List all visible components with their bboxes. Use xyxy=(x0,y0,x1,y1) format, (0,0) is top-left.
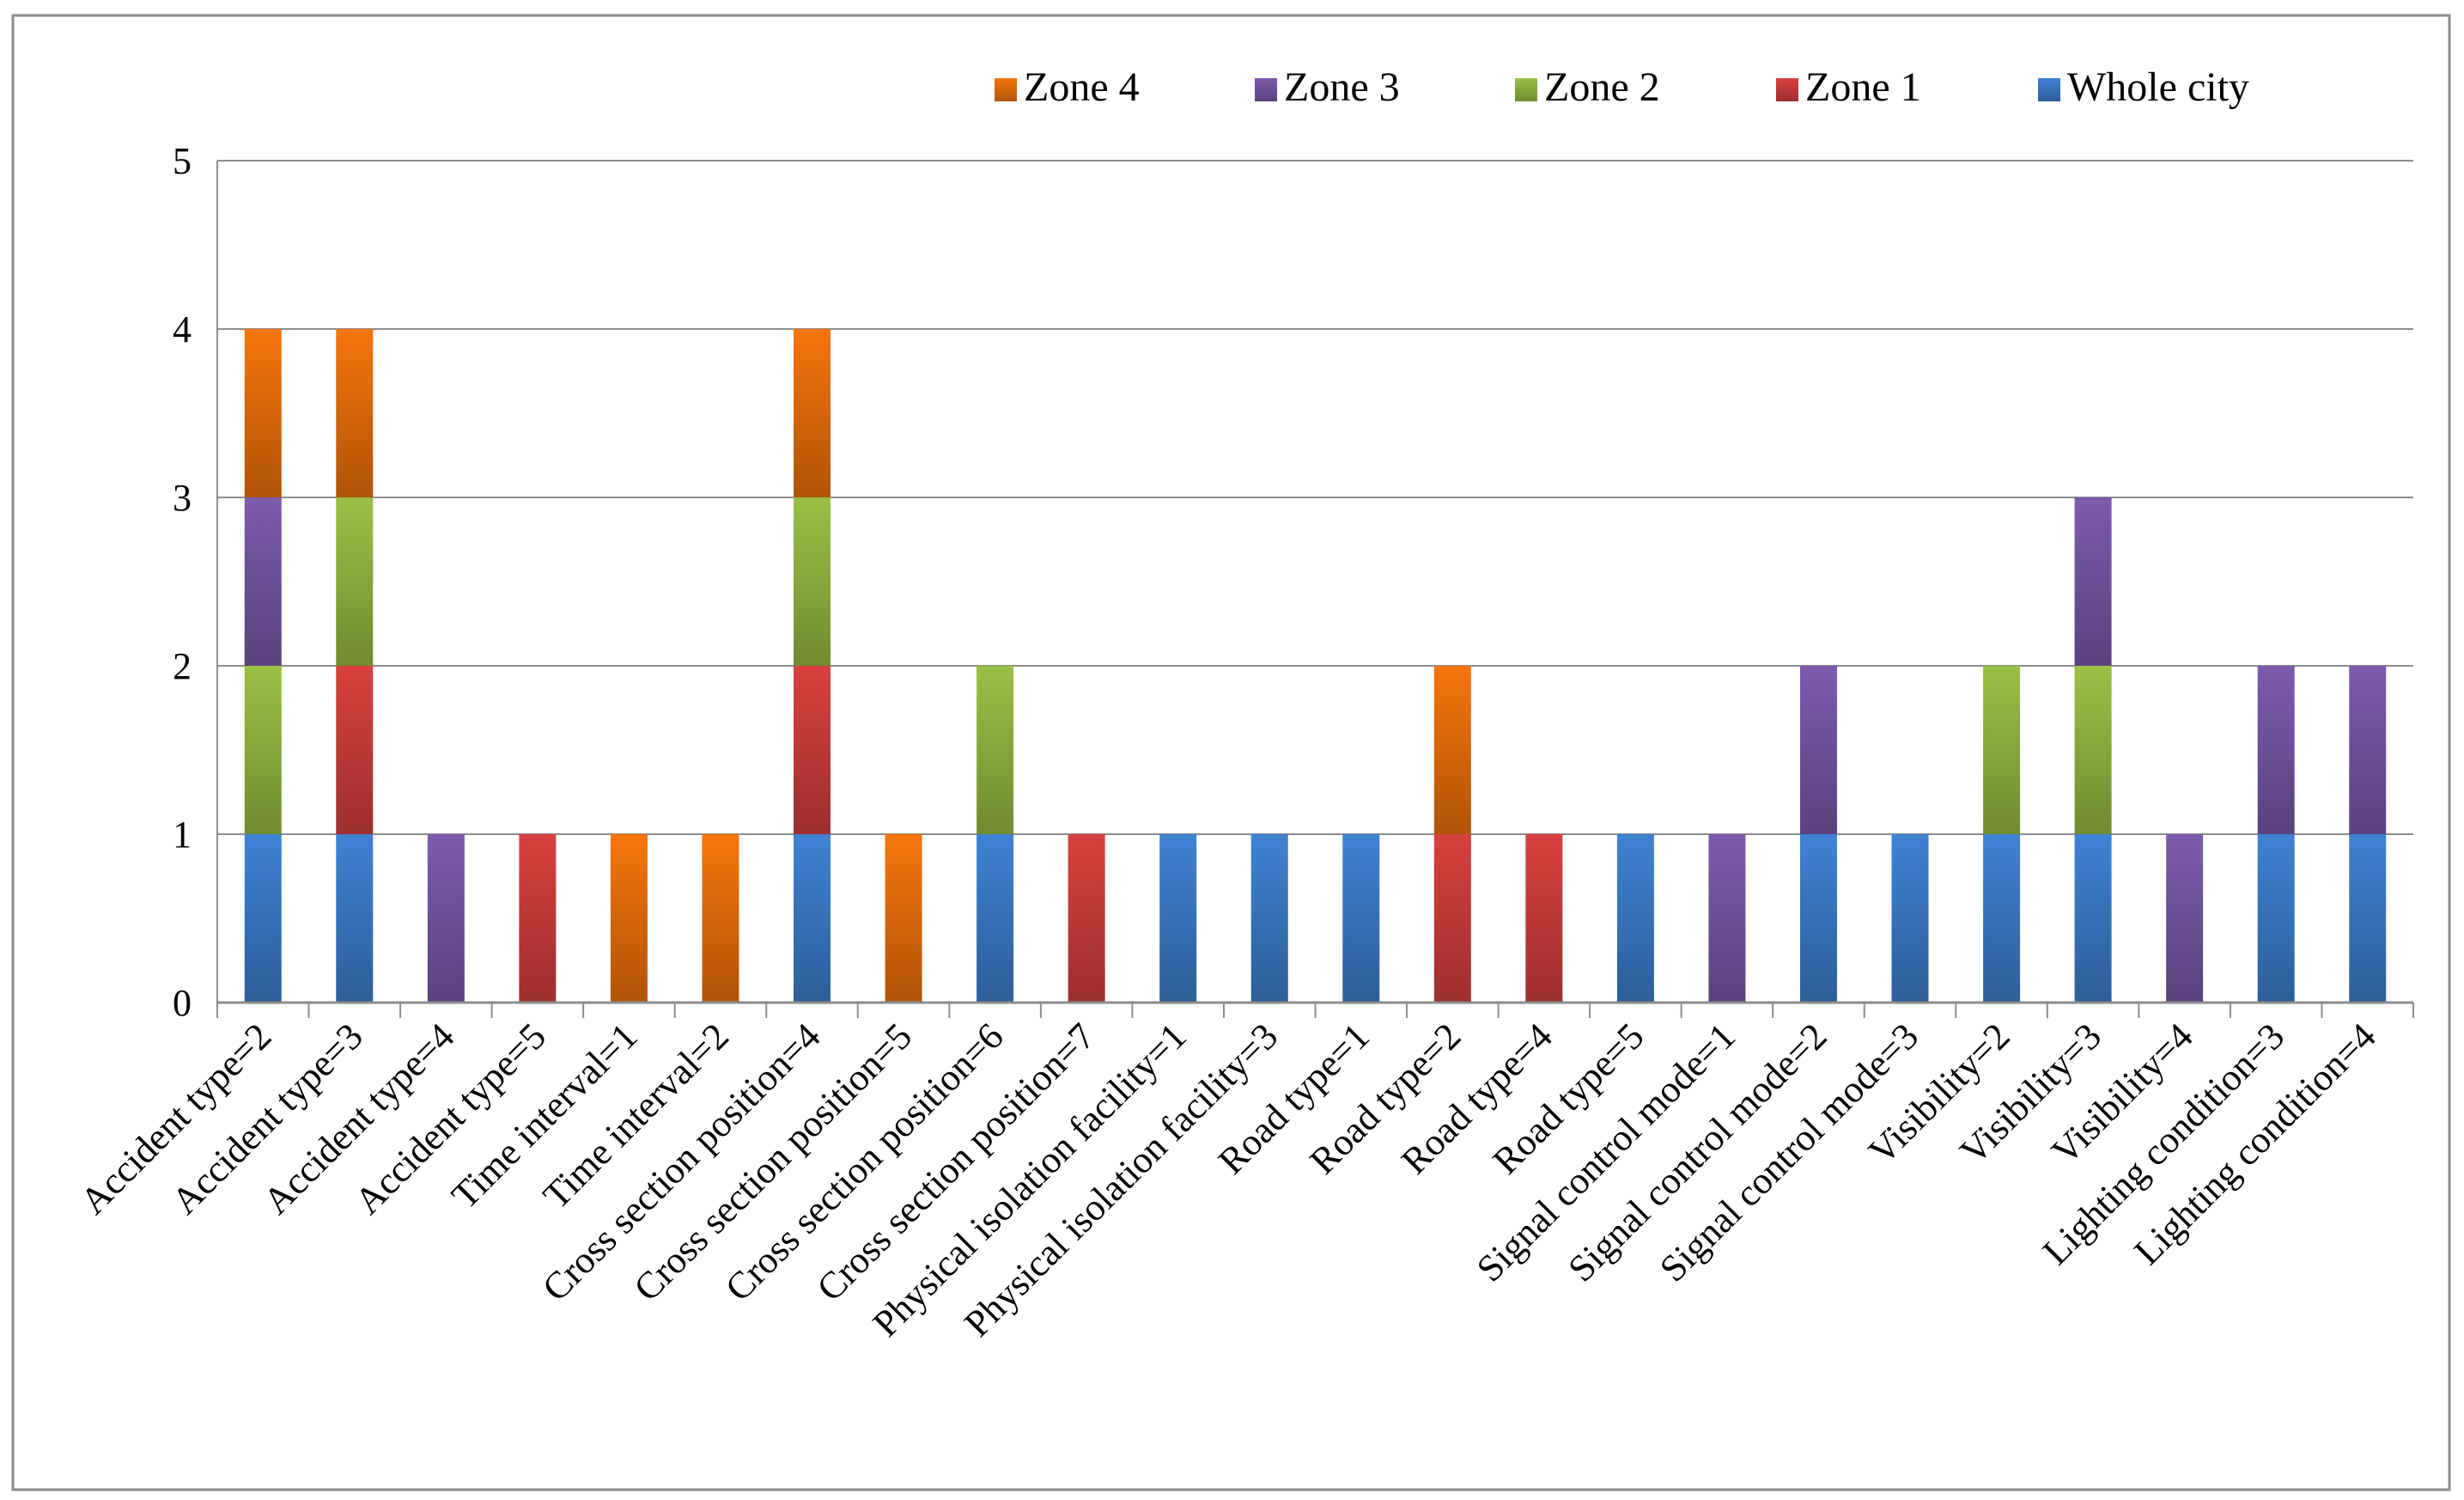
legend-swatch xyxy=(1255,78,1277,101)
bar-segment-whole-city xyxy=(2349,834,2387,1003)
bars xyxy=(244,329,2387,1003)
bar-segment-zone-4 xyxy=(885,834,922,1003)
bar-segment-zone-3 xyxy=(2166,834,2204,1003)
bar-segment-zone-3 xyxy=(1799,666,1837,834)
y-tick-label: 2 xyxy=(173,645,192,687)
legend-item-zone-2: Zone 2 xyxy=(1515,64,1660,110)
bar-segment-zone-3 xyxy=(2074,497,2112,666)
y-tick-label: 4 xyxy=(173,308,192,351)
legend-item-zone-1: Zone 1 xyxy=(1776,64,1921,110)
chart-border xyxy=(11,14,2451,1491)
bar-segment-zone-4 xyxy=(244,329,282,497)
legend: Zone 4 Zone 3 Zone 2 Zone 1 Whole city xyxy=(995,64,2249,110)
bar-segment-zone-1 xyxy=(1525,834,1563,1003)
legend-swatch xyxy=(1515,78,1537,101)
legend-label: Zone 2 xyxy=(1544,64,1660,110)
bar-segment-zone-2 xyxy=(2074,666,2112,834)
legend-item-zone-4: Zone 4 xyxy=(995,64,1140,110)
bar-segment-whole-city xyxy=(1342,834,1380,1003)
bar-segment-zone-3 xyxy=(244,497,282,666)
bar-segment-whole-city xyxy=(1891,834,1929,1003)
bar-segment-zone-1 xyxy=(1068,834,1105,1003)
y-tick-label: 3 xyxy=(173,477,192,519)
bar-segment-zone-4 xyxy=(702,834,739,1003)
y-tick-labels: 0 1 2 3 4 5 xyxy=(173,140,192,1024)
bar-segment-zone-3 xyxy=(2349,666,2387,834)
bar-segment-whole-city xyxy=(1983,834,2021,1003)
bar-segment-zone-4 xyxy=(610,834,648,1003)
bar-segment-whole-city xyxy=(1250,834,1288,1003)
y-tick-label: 0 xyxy=(173,982,192,1024)
bar-segment-zone-2 xyxy=(336,497,374,666)
bar-segment-zone-4 xyxy=(794,329,831,497)
legend-swatch xyxy=(2038,78,2060,101)
bar-segment-whole-city xyxy=(336,834,374,1003)
axes xyxy=(216,161,2414,1018)
legend-item-whole-city: Whole city xyxy=(2038,64,2249,110)
bar-segment-whole-city xyxy=(976,834,1014,1003)
bar-segment-zone-1 xyxy=(336,666,374,834)
bar-segment-zone-2 xyxy=(976,666,1014,834)
bar-segment-zone-2 xyxy=(244,666,282,834)
y-tick-label: 5 xyxy=(173,140,192,182)
bar-segment-zone-4 xyxy=(336,329,374,497)
bar-segment-whole-city xyxy=(1159,834,1197,1003)
bar-segment-zone-4 xyxy=(1433,666,1471,834)
bar-segment-zone-1 xyxy=(794,666,831,834)
y-tick-label: 1 xyxy=(173,814,192,856)
legend-label: Whole city xyxy=(2067,64,2249,110)
bar-segment-zone-1 xyxy=(519,834,557,1003)
bar-segment-zone-3 xyxy=(2257,666,2295,834)
legend-label: Zone 4 xyxy=(1024,64,1140,110)
bar-segment-zone-2 xyxy=(1983,666,2021,834)
bar-segment-whole-city xyxy=(1616,834,1654,1003)
legend-swatch xyxy=(1776,78,1798,101)
bar-segment-whole-city xyxy=(794,834,831,1003)
bar-segment-whole-city xyxy=(1799,834,1837,1003)
gridlines xyxy=(217,160,2413,835)
bar-segment-whole-city xyxy=(2257,834,2295,1003)
legend-label: Zone 1 xyxy=(1805,64,1921,110)
bar-segment-zone-1 xyxy=(1433,834,1471,1003)
bar-segment-zone-2 xyxy=(794,497,831,666)
legend-swatch xyxy=(995,78,1017,101)
bar-segment-zone-3 xyxy=(1708,834,1746,1003)
legend-label: Zone 3 xyxy=(1284,64,1400,110)
legend-item-zone-3: Zone 3 xyxy=(1255,64,1400,110)
bar-segment-whole-city xyxy=(2074,834,2112,1003)
bar-segment-zone-3 xyxy=(427,834,465,1003)
bar-segment-whole-city xyxy=(244,834,282,1003)
